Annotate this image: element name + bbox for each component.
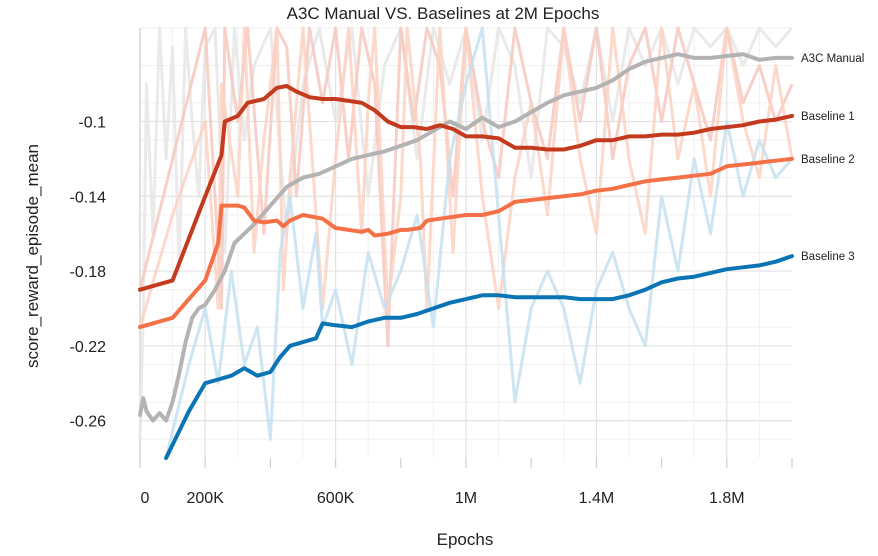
- x-tick-label: 0: [141, 490, 150, 507]
- x-tick-label: 1.4M: [579, 490, 615, 507]
- smoothed-series-layer: [138, 52, 794, 460]
- y-tick-label: -0.26: [70, 414, 107, 431]
- raw-series-line: [138, 26, 794, 328]
- x-tick-label: 1M: [455, 490, 477, 507]
- series-end-label: Baseline 2: [801, 154, 855, 166]
- chart-title: A3C Manual VS. Baselines at 2M Epochs: [287, 4, 600, 23]
- x-tick-label: 1.8M: [709, 490, 745, 507]
- series-line: [138, 156, 794, 330]
- raw-series-layer: [138, 26, 794, 459]
- series-line: [138, 52, 794, 423]
- y-tick-label: -0.1: [78, 114, 106, 131]
- raw-series-line: [138, 26, 794, 440]
- tick-label-layer: 0 200K 600K 1M 1.4M 1.8M -0.1 -0.14 -0.18 -0.22 -0…: [70, 114, 745, 507]
- series-end-label: Baseline 1: [801, 111, 855, 123]
- x-tick-label: 600K: [317, 490, 355, 507]
- series-line: [138, 84, 794, 292]
- series-end-label: A3C Manual: [801, 53, 864, 65]
- y-tick-label: -0.18: [70, 264, 107, 281]
- series-end-label: Baseline 3: [801, 251, 855, 263]
- y-tick-label: -0.22: [70, 339, 107, 356]
- series-label-layer: A3C Manual Baseline 1 Baseline 2 Baseline 3: [801, 53, 864, 263]
- x-axis-title: Epochs: [437, 530, 494, 549]
- series-line: [164, 254, 794, 460]
- raw-series-line: [164, 26, 794, 459]
- y-tick-label: -0.14: [70, 189, 107, 206]
- y-axis-title: score_reward_episode_mean: [23, 144, 42, 368]
- x-tick-label: 200K: [187, 490, 225, 507]
